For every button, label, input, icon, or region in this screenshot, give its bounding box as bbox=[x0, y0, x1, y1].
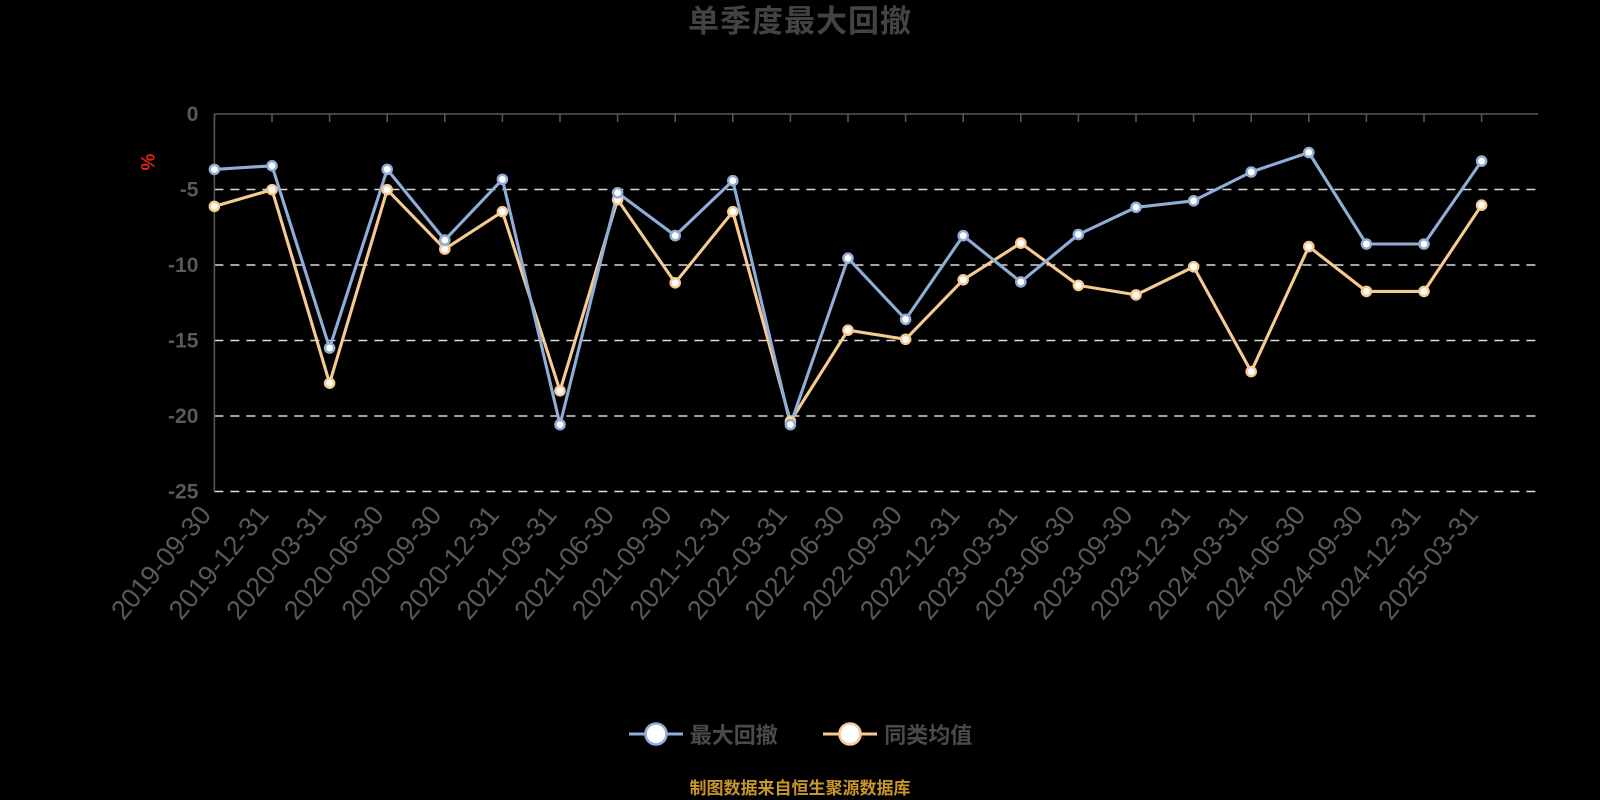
svg-text:-15: -15 bbox=[168, 330, 199, 353]
svg-text:-20: -20 bbox=[168, 405, 198, 428]
svg-text:0: 0 bbox=[187, 103, 199, 126]
svg-text:-5: -5 bbox=[180, 179, 199, 202]
svg-text:-25: -25 bbox=[168, 481, 199, 504]
svg-text:-10: -10 bbox=[168, 254, 198, 277]
